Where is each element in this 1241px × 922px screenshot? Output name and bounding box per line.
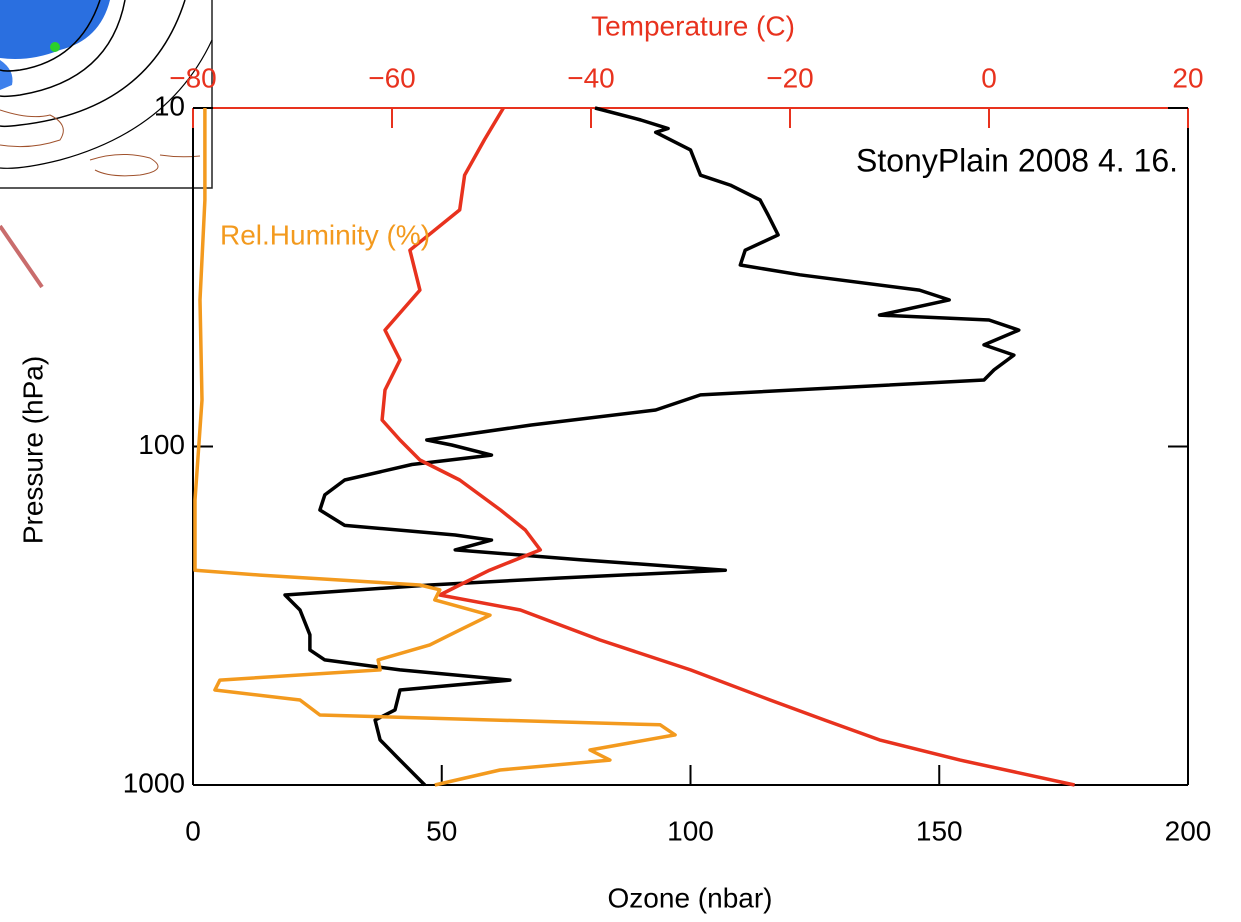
chart: Temperature (C) Ozone (nbar) Pressure (h… — [0, 0, 1241, 922]
y-tick-label: 10 — [154, 90, 185, 121]
x2-tick-label: −60 — [368, 62, 416, 93]
x2-tick-label: −40 — [567, 62, 615, 93]
y-tick-label: 1000 — [123, 767, 185, 798]
pointer-line — [0, 226, 42, 287]
page: Temperature (C) Ozone (nbar) Pressure (h… — [0, 0, 1241, 922]
x2-tick-label: 0 — [981, 62, 997, 93]
x-tick-label: 200 — [1165, 815, 1212, 846]
x-tick-label: 50 — [426, 815, 457, 846]
y-axis-title: Pressure (hPa) — [17, 356, 48, 544]
x2-tick-label: −80 — [169, 62, 217, 93]
inset-dot — [50, 42, 60, 52]
x-axis-title: Ozone (nbar) — [608, 882, 773, 913]
annotation: StonyPlain 2008 4. 16. — [856, 142, 1178, 178]
x-tick-label: 150 — [916, 815, 963, 846]
profile-line — [195, 108, 675, 785]
y-tick-label: 100 — [138, 429, 185, 460]
x-tick-label: 0 — [185, 815, 201, 846]
top-axis-title: Temperature (C) — [591, 10, 795, 41]
x2-tick-label: 20 — [1172, 62, 1203, 93]
x2-tick-label: −20 — [766, 62, 814, 93]
profile-line — [285, 108, 1019, 785]
x-tick-label: 100 — [667, 815, 714, 846]
series-label: Rel.Huminity (%) — [220, 219, 430, 250]
